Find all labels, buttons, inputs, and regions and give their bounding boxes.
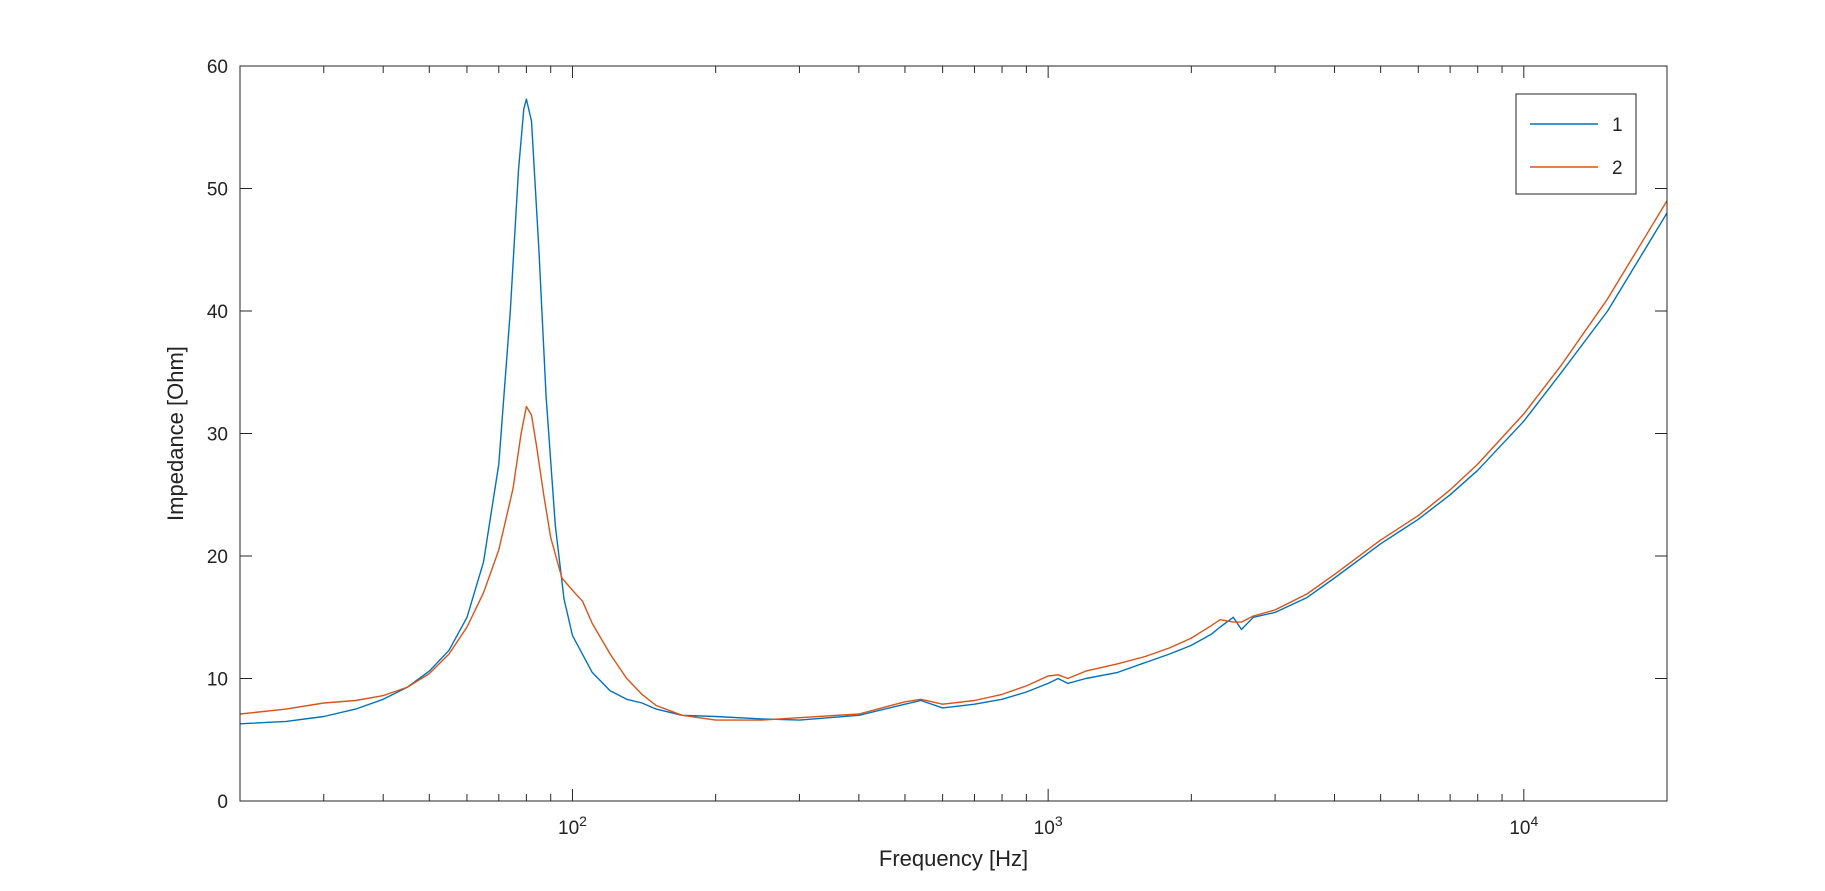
y-tick-label: 10 bbox=[207, 670, 228, 691]
y-tick-label: 0 bbox=[217, 792, 228, 813]
legend: 12 bbox=[1515, 93, 1637, 195]
y-tick-label: 30 bbox=[207, 425, 228, 446]
plot-area bbox=[239, 98, 1668, 725]
legend-label-1: 1 bbox=[1612, 115, 1623, 136]
series-line-1 bbox=[239, 98, 1668, 725]
legend-box bbox=[1515, 93, 1637, 195]
y-tick-label: 50 bbox=[207, 180, 228, 201]
x-tick-label: 102 bbox=[558, 813, 587, 839]
x-tick-label: 103 bbox=[1034, 813, 1063, 839]
y-tick-label: 40 bbox=[207, 302, 228, 323]
y-axis-title: Impedance [Ohm] bbox=[163, 346, 188, 521]
x-tick-label: 104 bbox=[1509, 813, 1538, 839]
series-line-2 bbox=[239, 200, 1668, 721]
y-tick-label: 60 bbox=[207, 57, 228, 78]
legend-label-2: 2 bbox=[1612, 158, 1623, 179]
y-tick-label: 20 bbox=[207, 547, 228, 568]
axes: 0 10 20 30 40 50 60 102 103 104 bbox=[207, 57, 1668, 839]
x-axis-title: Frequency [Hz] bbox=[879, 846, 1028, 871]
